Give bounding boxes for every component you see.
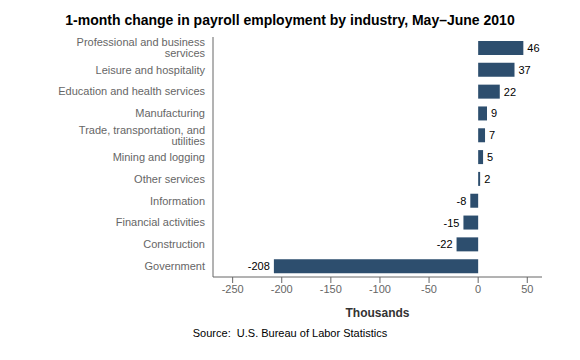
svg-text:Manufacturing: Manufacturing bbox=[135, 107, 205, 119]
svg-text:22: 22 bbox=[504, 86, 516, 98]
svg-text:-8: -8 bbox=[457, 195, 467, 207]
html-text:1-month change in payroll empl: 1-month change in payroll employment by … bbox=[65, 12, 515, 28]
svg-text:Information: Information bbox=[150, 195, 205, 207]
svg-text:Other services: Other services bbox=[134, 173, 205, 185]
svg-text:-15: -15 bbox=[444, 217, 460, 229]
svg-text:0: 0 bbox=[475, 283, 481, 295]
svg-text:Government: Government bbox=[144, 260, 205, 272]
svg-text:46: 46 bbox=[527, 42, 539, 54]
svg-text:Mining and logging: Mining and logging bbox=[113, 151, 205, 163]
svg-text:-208: -208 bbox=[248, 260, 270, 272]
svg-text:-150: -150 bbox=[320, 283, 342, 295]
svg-text:-100: -100 bbox=[369, 283, 391, 295]
svg-text:9: 9 bbox=[491, 107, 497, 119]
svg-text:Professional and businessservi: Professional and businessservices bbox=[77, 36, 206, 59]
html-text:Source: U.S. Bureau of Labor S: Source: U.S. Bureau of Labor Statistics bbox=[192, 327, 388, 339]
svg-text:-50: -50 bbox=[421, 283, 437, 295]
svg-text:Trade, transportation, andutil: Trade, transportation, andutilities bbox=[79, 124, 206, 147]
svg-text:Leisure and hospitality: Leisure and hospitality bbox=[96, 64, 206, 76]
svg-text:50: 50 bbox=[521, 283, 533, 295]
svg-text:Thousands: Thousands bbox=[345, 306, 409, 320]
svg-text:Education and health services: Education and health services bbox=[58, 85, 205, 97]
svg-text:5: 5 bbox=[487, 151, 493, 163]
svg-text:7: 7 bbox=[489, 129, 495, 141]
svg-text:37: 37 bbox=[519, 64, 531, 76]
svg-text:Financial activities: Financial activities bbox=[116, 216, 206, 228]
svg-text:-22: -22 bbox=[437, 238, 453, 250]
svg-text:Construction: Construction bbox=[143, 238, 205, 250]
svg-text:-250: -250 bbox=[222, 283, 244, 295]
svg-text:-200: -200 bbox=[271, 283, 293, 295]
svg-text:2: 2 bbox=[484, 173, 490, 185]
